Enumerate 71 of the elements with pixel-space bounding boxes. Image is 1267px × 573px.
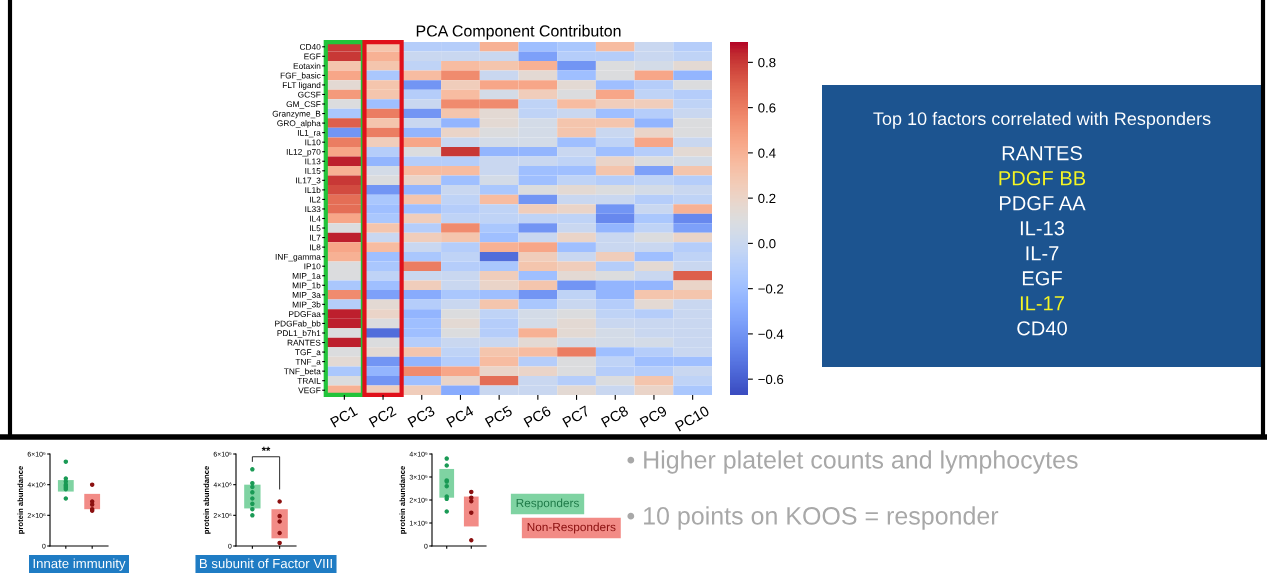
y-tick-label: FGF_basic [280, 72, 321, 81]
y-tick-label: IL33 [305, 206, 321, 213]
y-tick-label: IL12_p70 [286, 148, 321, 157]
y-tick-label: IL10 [305, 139, 321, 146]
text: IL-13 [1020, 221, 1065, 236]
text: EGF [1022, 271, 1062, 286]
text: ** [261, 446, 271, 451]
category-label: Responders [516, 498, 579, 510]
y-tick-label: IL15 [305, 168, 321, 174]
color-bar-label: −0.4 [758, 329, 784, 339]
y-tick-label: MIP_3b [292, 301, 321, 310]
y-tick-label: IL17_3 [296, 177, 321, 186]
color-bar-label: 0.8 [758, 57, 776, 68]
y-tick-label: PDL1_b7h1 [277, 329, 321, 338]
y-tick-label: IL5 [310, 225, 321, 232]
y-tick-label: INF_gamma [275, 253, 321, 262]
x-axis-title: Innate immunity [33, 558, 126, 571]
y-tick-label: FLT ligand [282, 81, 321, 90]
y-tick-label: MIP_1a [292, 273, 321, 281]
chart-title: PCA Component Contributon [416, 24, 621, 40]
y-tick-label: Eotaxin [293, 62, 321, 69]
text: RANTES [1002, 146, 1082, 161]
text: Top 10 factors correlated with Responders [873, 111, 1211, 129]
x-tick-label: PC2 [368, 405, 397, 428]
y-tick-label: TNF_a [295, 358, 321, 367]
y-tick-label: CD40 [299, 43, 321, 50]
color-bar-label: −0.6 [758, 374, 784, 385]
y-tick-label: TRAIL [297, 377, 321, 384]
y-tick-label: MIP_3a [292, 292, 321, 300]
x-tick-label: PC8 [600, 405, 629, 428]
x-tick-label: PC9 [639, 405, 668, 428]
y-tick-label: MIP_1b [292, 282, 321, 290]
y-tick-label: GCSF [298, 91, 321, 98]
x-tick-label: PC5 [484, 405, 513, 428]
x-tick-label: PC7 [562, 405, 591, 428]
color-bar-label: 0.0 [758, 238, 776, 249]
text: IL-17 [1020, 296, 1064, 311]
y-tick-label: IL8 [310, 244, 321, 251]
y-tick-label: IL4 [310, 215, 321, 222]
x-tick-label: PC4 [446, 405, 475, 428]
text: • 10 points on KOOS = responder [627, 506, 999, 530]
x-axis-title: B subunit of Factor VIII [199, 558, 332, 569]
y-tick-label: Granzyme_B [272, 110, 321, 119]
y-tick-label: GRO_alpha [277, 120, 321, 128]
y-tick-label: PDGFab_bb [275, 320, 321, 329]
y-tick-label: IL7 [310, 234, 321, 241]
color-bar-label: −0.2 [758, 284, 784, 294]
color-bar-label: 0.6 [758, 103, 776, 113]
text: PDGF AA [1000, 196, 1086, 211]
y-tick-label: GM_CSF [286, 101, 321, 109]
y-tick-label: IL1b [305, 186, 321, 193]
y-tick-label: EGF [304, 53, 321, 60]
color-bar-label: 0.2 [758, 193, 776, 204]
y-tick-label: IP10 [304, 263, 321, 270]
y-tick-label: VEGF [298, 387, 321, 394]
text: CD40 [1017, 321, 1067, 336]
y-tick-label: IL1_ra [297, 129, 321, 138]
y-tick-label: RANTES [287, 339, 321, 346]
y-tick-label: TGF_a [295, 349, 321, 357]
x-tick-label: PC3 [407, 405, 436, 428]
text: PDGF BB [999, 171, 1086, 186]
x-tick-label: PC1 [329, 405, 358, 428]
y-tick-label: PDGFaa [289, 311, 321, 318]
y-tick-label: TNF_beta [283, 368, 321, 376]
color-bar-label: 0.4 [758, 148, 776, 158]
x-tick-label: PC6 [523, 405, 552, 428]
text: • Higher platelet counts and lymphocytes [627, 450, 1078, 474]
y-tick-label: IL2 [310, 196, 321, 203]
y-tick-label: IL13 [305, 158, 321, 165]
text: IL-7 [1026, 246, 1059, 261]
category-label: Non-Responders [527, 522, 616, 534]
